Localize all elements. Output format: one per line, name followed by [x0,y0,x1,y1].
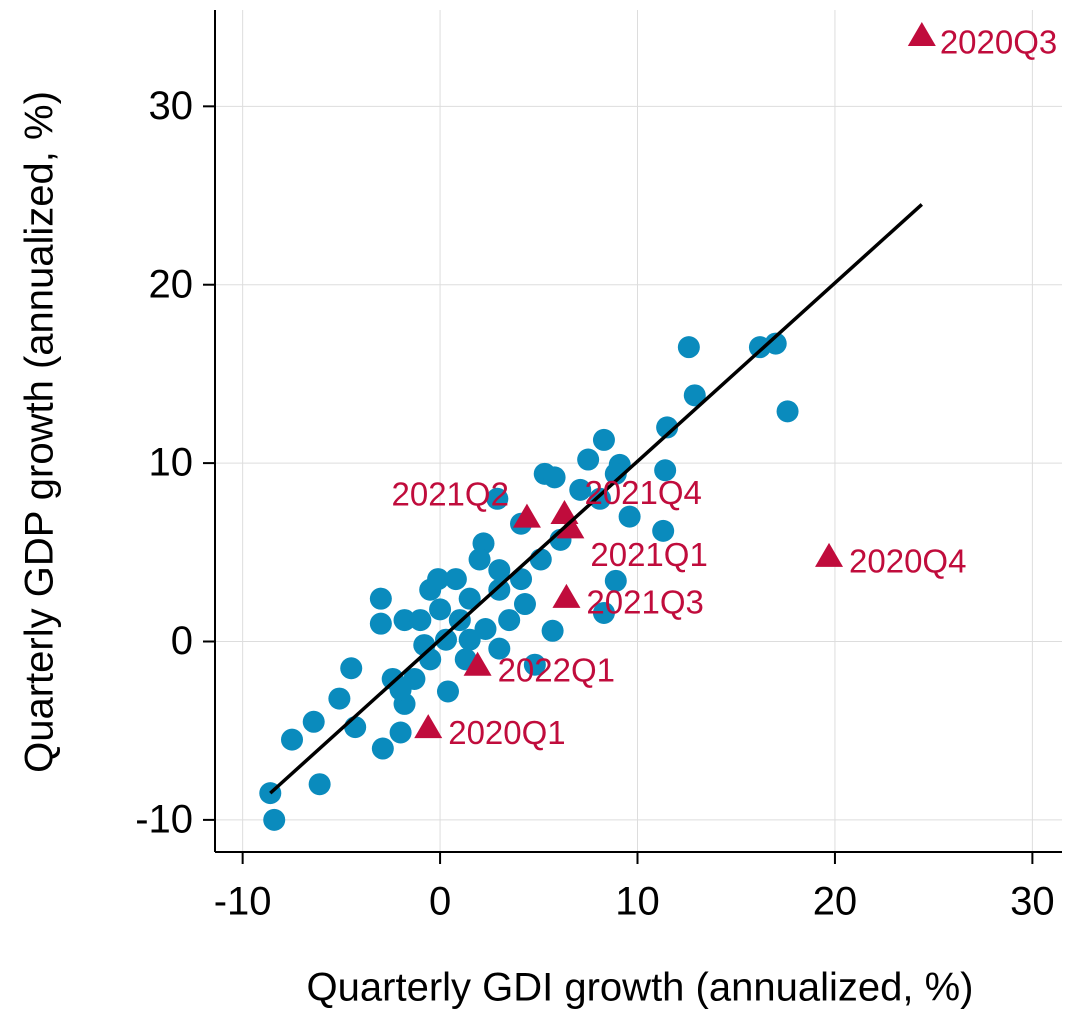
point [776,400,799,423]
x-tick-label: 10 [615,880,660,924]
point [654,459,677,482]
point [543,466,566,489]
y-tick-label: -10 [135,797,193,841]
y-axis-label: Quarterly GDP growth (annualized, %) [18,91,62,773]
y-tick-label: 30 [149,84,194,128]
point [389,678,412,701]
point [371,737,394,760]
point [569,478,592,501]
point [488,637,511,660]
point [592,601,615,624]
point [302,710,325,733]
point [523,653,546,676]
point [328,687,351,710]
point-label: 2021Q3 [586,584,703,621]
point [589,487,611,510]
point-label: 2020Q3 [940,24,1057,61]
point [444,568,467,591]
point [498,609,521,632]
point-label: 2021Q1 [590,536,707,573]
point [340,657,363,680]
point [488,559,511,582]
point [429,598,452,621]
point [458,587,481,610]
x-tick-label: 0 [429,880,451,924]
point-label: 2020Q4 [849,543,966,580]
point [369,612,392,635]
y-tick-label: 0 [171,619,193,663]
point-label: 2020Q1 [448,714,565,751]
point [541,619,564,642]
point [436,680,459,703]
point-label: 2021Q4 [584,474,701,511]
point [486,487,509,510]
point [263,808,286,831]
point [604,462,627,485]
point [468,548,491,571]
point-label: 2022Q1 [498,651,615,688]
point [656,416,679,439]
point [393,609,416,632]
point [389,721,412,744]
point [458,628,481,651]
point [652,519,675,542]
triangle-point [414,714,443,739]
x-tick-label: 30 [1010,880,1055,924]
point [677,336,700,359]
point [577,448,600,471]
point [409,609,432,632]
point [281,728,303,751]
triangle-point [463,651,492,676]
point [604,569,627,592]
x-tick-label: 20 [813,880,858,924]
point [764,332,787,355]
point [592,428,615,451]
triangle-point [907,21,936,46]
y-tick-label: 20 [149,262,194,306]
x-tick-label: -10 [214,880,272,924]
point [488,578,511,601]
x-axis-label: Quarterly GDI growth (annualized, %) [307,966,974,1010]
point [369,587,392,610]
point [683,384,706,407]
point [513,593,536,616]
point [529,548,552,571]
point [427,568,450,591]
y-tick-label: 10 [149,441,194,485]
triangle-point [556,514,585,539]
point [474,618,497,641]
fit-line [269,203,923,795]
triangle-point [512,503,541,528]
triangle-point [815,542,844,567]
point [618,505,641,528]
triangle-point [552,583,581,608]
point [435,628,457,651]
point [344,716,367,739]
point-label: 2021Q2 [392,475,509,512]
point [308,773,331,796]
